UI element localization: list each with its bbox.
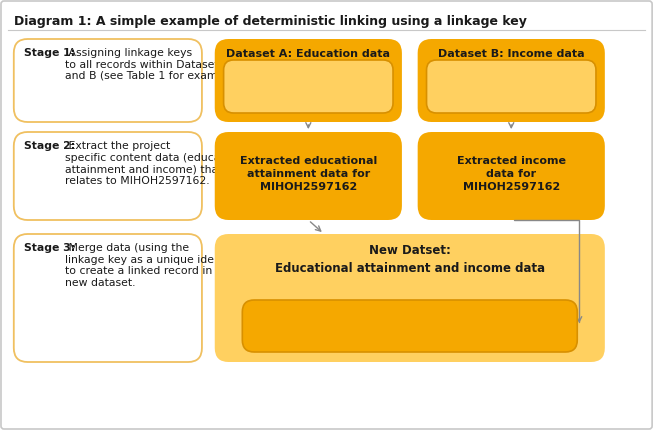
Text: Dataset A: Education data: Dataset A: Education data: [226, 49, 391, 59]
FancyBboxPatch shape: [223, 60, 393, 113]
Text: Stage 3:: Stage 3:: [24, 243, 75, 253]
Text: New Datset:: New Datset:: [369, 244, 451, 257]
Text: Extract the project
specific content data (educational
attainment and income) th: Extract the project specific content dat…: [65, 141, 251, 186]
Text: Record for John Smith
(MIHOH2597162): Record for John Smith (MIHOH2597162): [240, 71, 377, 93]
FancyBboxPatch shape: [1, 1, 652, 429]
FancyBboxPatch shape: [215, 132, 402, 220]
Text: Stage 1:: Stage 1:: [24, 48, 75, 58]
FancyBboxPatch shape: [418, 39, 605, 122]
FancyBboxPatch shape: [215, 39, 402, 122]
Text: Educational attainment and income data: Educational attainment and income data: [274, 262, 545, 275]
Text: Merge data (using the
linkage key as a unique identifier)
to create a linked rec: Merge data (using the linkage key as a u…: [65, 243, 251, 288]
Text: Assigning linkage keys
to all records within Datasets A
and B (see Table 1 for e: Assigning linkage keys to all records wi…: [65, 48, 242, 81]
Text: Extracted educational
attainment data for
MIHOH2597162: Extracted educational attainment data fo…: [240, 156, 377, 192]
FancyBboxPatch shape: [14, 132, 202, 220]
Text: Record for John Smith
(MIHOH2597162): Record for John Smith (MIHOH2597162): [443, 71, 580, 93]
FancyBboxPatch shape: [426, 60, 596, 113]
Text: Stage 2:: Stage 2:: [24, 141, 75, 151]
Text: Dataset B: Income data: Dataset B: Income data: [438, 49, 585, 59]
Text: Linked record for MIHOH2597162: Linked record for MIHOH2597162: [306, 315, 514, 325]
Text: Extracted income
data for
MIHOH2597162: Extracted income data for MIHOH2597162: [457, 156, 566, 192]
FancyBboxPatch shape: [243, 300, 577, 352]
FancyBboxPatch shape: [14, 39, 202, 122]
FancyBboxPatch shape: [14, 234, 202, 362]
Text: Diagram 1: A simple example of deterministic linking using a linkage key: Diagram 1: A simple example of determini…: [14, 15, 526, 28]
FancyBboxPatch shape: [418, 132, 605, 220]
FancyBboxPatch shape: [215, 234, 605, 362]
Text: (Excludes name and address): (Excludes name and address): [333, 330, 487, 340]
